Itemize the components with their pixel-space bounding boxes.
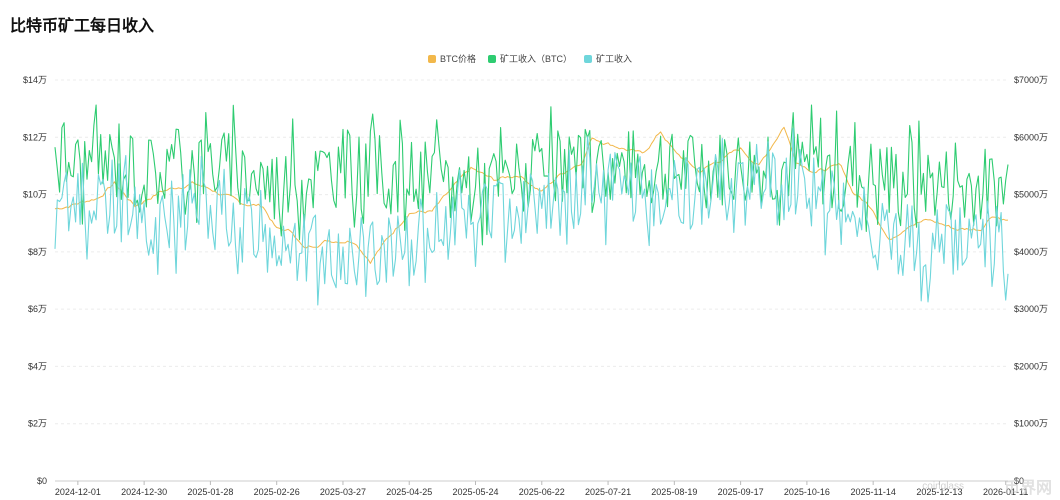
x-axis-tick-label: 2025-09-17 — [718, 487, 764, 497]
right-axis-tick-label: $1000万 — [1014, 419, 1048, 429]
series-line-3 — [54, 127, 1009, 306]
x-axis-tick-label: 2025-05-24 — [452, 487, 498, 497]
x-axis-tick-label: 2025-03-27 — [320, 487, 366, 497]
x-axis-tick-label: 2025-08-19 — [651, 487, 697, 497]
x-axis-tick-label: 2025-01-28 — [187, 487, 233, 497]
page-title: 比特币矿工每日收入 — [10, 18, 155, 35]
legend-item[interactable]: 矿工收入（BTC） — [487, 52, 572, 65]
x-axis-tick-label: 2024-12-01 — [55, 487, 101, 497]
right-axis-tick-label: $7000万 — [1014, 75, 1048, 85]
x-axis-tick-label: 2025-11-14 — [850, 487, 895, 497]
legend: BTC价格 矿工收入（BTC） 矿工收入 — [0, 52, 1060, 65]
legend-label: 矿工收入 — [596, 54, 633, 64]
legend-label: 矿工收入（BTC） — [499, 54, 572, 64]
x-axis-tick-label: 2024-12-30 — [121, 487, 167, 497]
left-axis-tick-label: $2万 — [28, 419, 47, 429]
right-axis-tick-label: $6000万 — [1014, 132, 1048, 142]
left-axis-tick-label: $8万 — [28, 247, 47, 257]
series-line-1 — [54, 126, 1009, 264]
watermark-main: 币界网 — [1003, 480, 1052, 497]
right-axis-tick-label: $4000万 — [1014, 247, 1048, 257]
x-axis-tick-label: 2025-04-25 — [386, 487, 432, 497]
x-axis-tick-label: 2025-06-22 — [519, 487, 565, 497]
left-axis-tick-label: $14万 — [23, 75, 47, 85]
left-axis-tick-label: $6万 — [28, 304, 47, 314]
x-axis-tick-label: 2026-01-11 — [983, 487, 1028, 497]
right-axis-tick-label: $5000万 — [1014, 190, 1048, 200]
legend-swatch — [487, 55, 496, 63]
x-axis-tick-label: 2025-02-26 — [254, 487, 300, 497]
left-axis-tick-label: $12万 — [23, 132, 47, 142]
series-line-2 — [54, 104, 1009, 246]
legend-label: BTC价格 — [439, 54, 476, 64]
legend-item[interactable]: 矿工收入 — [584, 52, 632, 65]
x-axis-tick-label: 2025-12-13 — [916, 487, 962, 497]
x-axis-tick-label: 2025-10-16 — [784, 487, 830, 497]
left-axis-tick-label: $4万 — [28, 361, 47, 371]
legend-swatch — [427, 55, 436, 63]
legend-swatch — [584, 55, 592, 63]
x-axis-tick-label: 2025-07-21 — [585, 487, 631, 497]
left-axis-tick-label: $0 — [37, 476, 47, 486]
right-axis-tick-label: $0 — [1014, 476, 1024, 486]
legend-item[interactable]: BTC价格 — [427, 52, 476, 65]
left-axis-tick-label: $10万 — [23, 190, 47, 200]
watermark-sub: coinglass — [922, 481, 964, 492]
right-axis-tick-label: $2000万 — [1014, 361, 1048, 371]
right-axis-tick-label: $3000万 — [1014, 304, 1048, 314]
